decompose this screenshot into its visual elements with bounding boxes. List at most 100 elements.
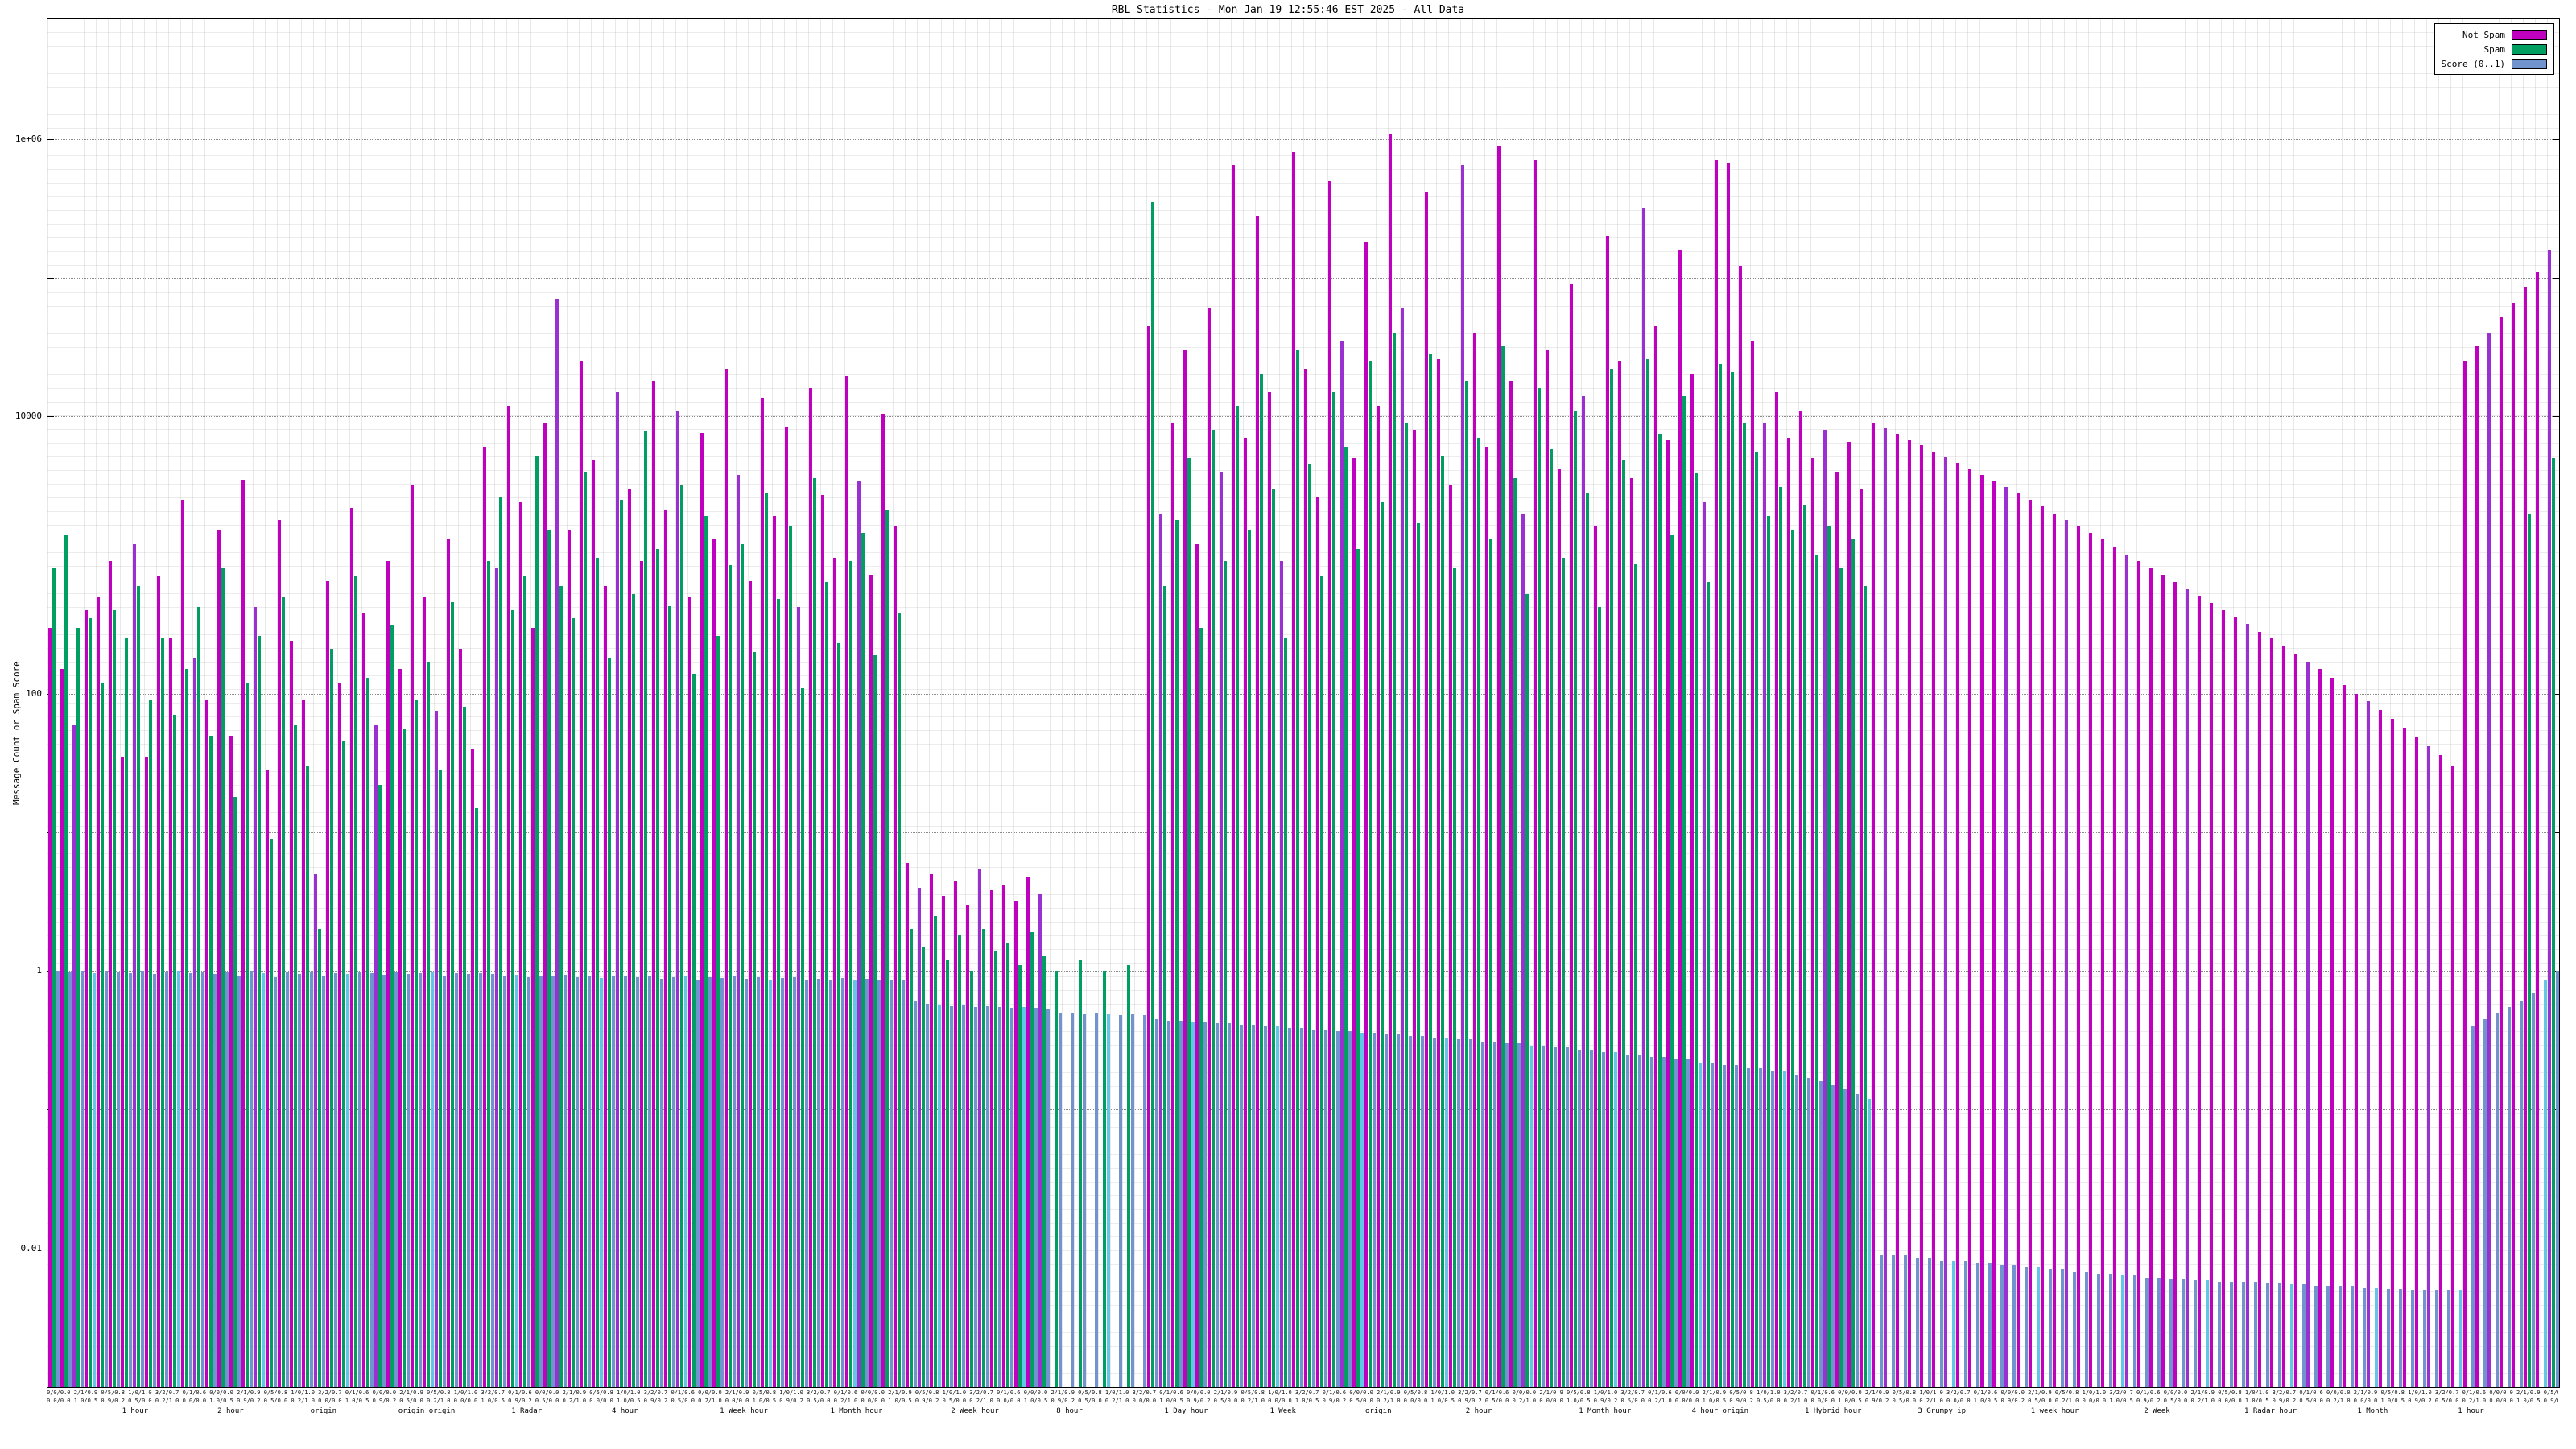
bar-score xyxy=(2157,1277,2161,1387)
bar-score xyxy=(1421,1035,1424,1387)
bar-spam xyxy=(837,643,840,1387)
bar-score xyxy=(877,980,881,1387)
bar-not-spam xyxy=(2391,718,2394,1387)
axis-tick xyxy=(47,277,54,279)
legend-swatch-score xyxy=(2512,58,2547,69)
bar-not-spam xyxy=(1992,481,1996,1387)
bar-score xyxy=(539,975,543,1387)
bar-score xyxy=(1831,1085,1835,1387)
bar-spam xyxy=(632,594,635,1387)
bar-not-spam xyxy=(1509,381,1513,1387)
bar-not-spam xyxy=(1666,440,1670,1387)
bar-not-spam xyxy=(2318,669,2322,1387)
bar-spam xyxy=(402,729,406,1387)
bar-not-spam xyxy=(592,460,595,1387)
bar-score xyxy=(1662,1057,1666,1387)
bar-not-spam xyxy=(1739,266,1742,1387)
bar-not-spam xyxy=(2174,581,2177,1387)
bar-score xyxy=(1566,1047,1569,1387)
bar-score xyxy=(696,979,700,1387)
bar-score xyxy=(1179,1020,1183,1387)
bar-score xyxy=(189,972,192,1387)
axis-tick xyxy=(2553,693,2559,695)
bar-score xyxy=(2121,1275,2124,1387)
legend-item: Not Spam xyxy=(2442,27,2547,42)
bar-score xyxy=(455,973,458,1387)
bar-not-spam xyxy=(2198,595,2201,1387)
bar-score xyxy=(1457,1039,1460,1387)
bar-not-spam xyxy=(1208,308,1211,1387)
x-axis-group-word: 8 hour xyxy=(1056,1407,1083,1415)
gridline xyxy=(47,832,2559,833)
x-axis-group-word: 1 Day hour xyxy=(1164,1407,1208,1415)
bar-not-spam xyxy=(205,700,208,1387)
bar-spam xyxy=(1332,391,1335,1387)
bar-not-spam xyxy=(2415,737,2418,1387)
bar-spam xyxy=(1731,371,1734,1387)
bar-score xyxy=(1095,1013,1098,1387)
bar-spam xyxy=(270,838,273,1387)
bar-score xyxy=(2254,1282,2257,1387)
bar-score xyxy=(1940,1261,1943,1387)
bar-score xyxy=(1119,1015,1122,1387)
bar-not-spam xyxy=(580,361,583,1387)
bar-score xyxy=(660,978,663,1387)
bar-spam xyxy=(1827,526,1831,1387)
bar-not-spam xyxy=(1932,451,1935,1387)
bar-not-spam xyxy=(217,530,221,1387)
bar-score xyxy=(2049,1269,2052,1387)
bar-not-spam xyxy=(1847,442,1851,1387)
bar-not-spam xyxy=(483,447,486,1387)
bar-score xyxy=(781,977,784,1387)
bar-score xyxy=(153,974,156,1387)
bar-score xyxy=(1517,1043,1521,1387)
bar-score xyxy=(720,977,724,1387)
bar-not-spam xyxy=(966,905,969,1387)
bar-spam xyxy=(1163,585,1166,1387)
bar-spam xyxy=(318,929,321,1387)
bar-spam xyxy=(1477,437,1480,1387)
x-axis-group-word: 2 Week xyxy=(2144,1407,2170,1415)
bar-score xyxy=(1397,1034,1400,1387)
y-tick-label: 1e+06 xyxy=(14,133,42,144)
bar-spam xyxy=(1368,361,1372,1387)
legend-item: Score (0..1) xyxy=(2442,56,2547,71)
bar-not-spam xyxy=(2512,303,2515,1387)
bar-score xyxy=(1336,1030,1340,1387)
bar-score xyxy=(479,972,482,1387)
bar-score xyxy=(1795,1074,1798,1387)
bar-score xyxy=(1952,1261,1955,1387)
bar-score xyxy=(1916,1257,1919,1387)
bar-score xyxy=(515,974,518,1387)
x-axis-group-word: 2 hour xyxy=(1465,1407,1492,1415)
bar-not-spam xyxy=(193,658,196,1387)
bar-score xyxy=(2399,1289,2402,1387)
bar-not-spam xyxy=(1811,458,1814,1387)
bar-score xyxy=(962,1005,965,1387)
bar-not-spam xyxy=(2270,638,2273,1387)
bar-spam xyxy=(1381,502,1384,1387)
bar-not-spam xyxy=(1751,341,1754,1387)
bar-not-spam xyxy=(700,432,704,1387)
bar-not-spam xyxy=(1678,249,1682,1387)
bar-not-spam xyxy=(640,561,643,1387)
bar-spam xyxy=(1719,363,1722,1387)
bar-score xyxy=(1590,1050,1593,1387)
bar-not-spam xyxy=(1256,215,1259,1387)
bar-score xyxy=(491,974,494,1387)
bar-not-spam xyxy=(495,568,498,1387)
bar-not-spam xyxy=(314,873,317,1387)
bar-score xyxy=(2242,1282,2245,1387)
bar-score xyxy=(1892,1254,1895,1387)
bar-score xyxy=(1252,1024,1255,1387)
bar-spam xyxy=(1755,451,1758,1387)
bar-score xyxy=(588,976,591,1387)
bar-not-spam xyxy=(2149,568,2153,1387)
bar-score xyxy=(129,973,132,1387)
bar-score xyxy=(624,975,627,1387)
bar-not-spam xyxy=(2355,693,2358,1387)
bar-score xyxy=(286,972,289,1387)
bar-not-spam xyxy=(1437,358,1440,1387)
bar-spam xyxy=(511,610,514,1387)
bar-not-spam xyxy=(181,499,184,1387)
